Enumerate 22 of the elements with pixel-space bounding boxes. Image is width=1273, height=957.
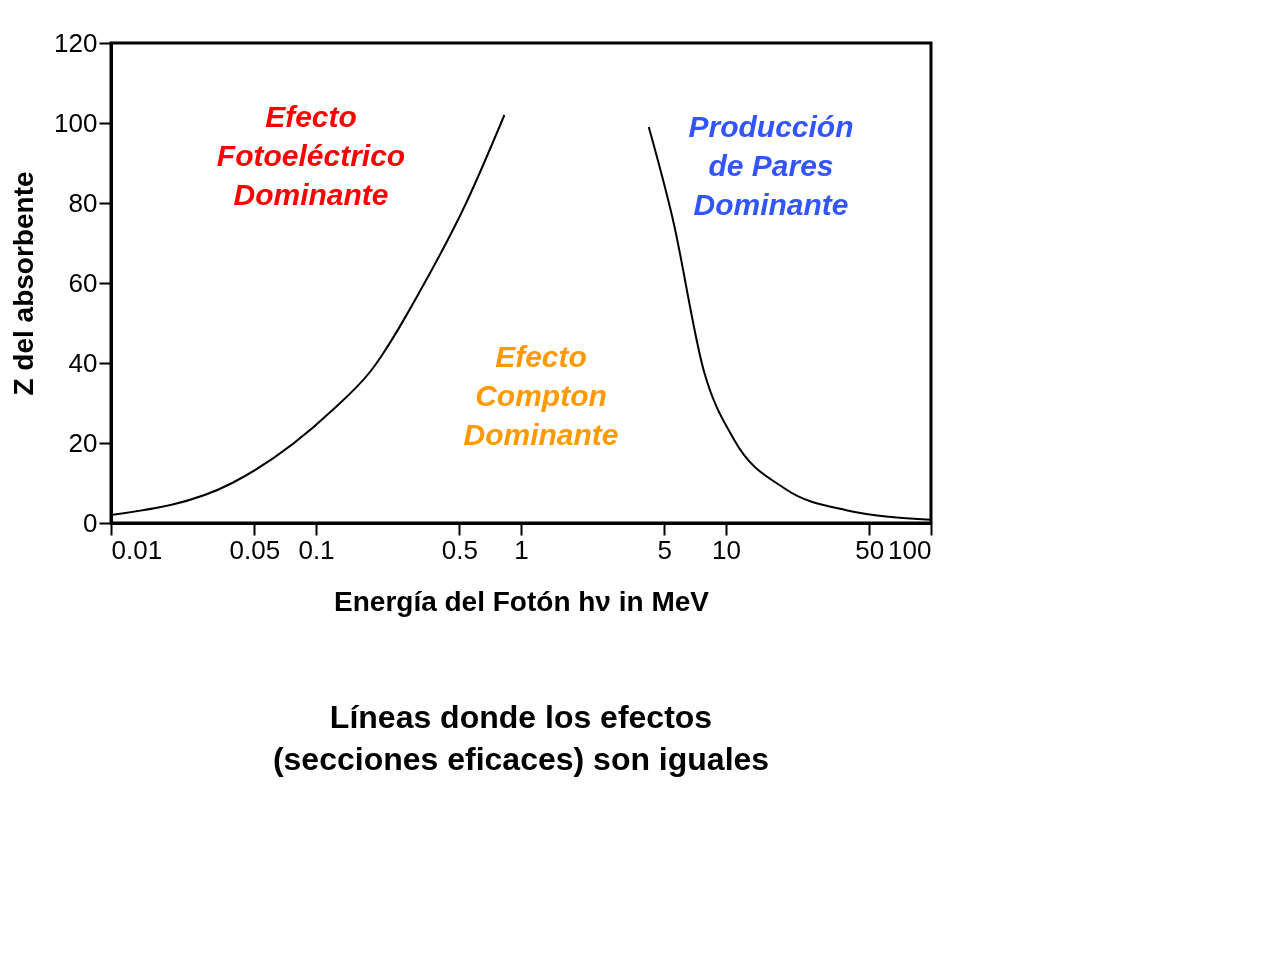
annotation: Efecto Compton Dominante <box>463 340 619 451</box>
x-tick-label: 0.1 <box>298 534 335 565</box>
annotation: Efecto Fotoeléctrico Dominante <box>216 100 406 211</box>
annotation: Producción de Pares Dominante <box>688 110 854 221</box>
x-tick-label: 10 <box>712 534 741 565</box>
x-tick-label: 5 <box>657 534 673 565</box>
y-tick-label: 80 <box>68 187 98 218</box>
y-tick-label: 40 <box>68 347 98 378</box>
y-tick-label: 60 <box>68 267 98 298</box>
x-tick-label: 0.01 <box>111 534 163 565</box>
y-tick-label: 100 <box>54 107 98 138</box>
text: Líneas donde los efectos (secciones eficaces) son iguales <box>272 699 770 777</box>
x-tick-label: 0.05 <box>229 534 281 565</box>
y-tick-label: 20 <box>68 427 98 458</box>
y-axis-title: Z del absorbente <box>8 171 40 396</box>
x-tick-label: 100 <box>888 534 932 565</box>
x-tick-label: 1 <box>514 534 529 565</box>
y-tick-label: 120 <box>54 27 98 58</box>
x-tick-label: 50 <box>855 534 885 565</box>
x-axis-title: Energía del Fotón hν in MeV <box>334 585 710 617</box>
x-tick-label: 0.5 <box>441 534 478 565</box>
y-tick-label: 0 <box>83 507 98 538</box>
